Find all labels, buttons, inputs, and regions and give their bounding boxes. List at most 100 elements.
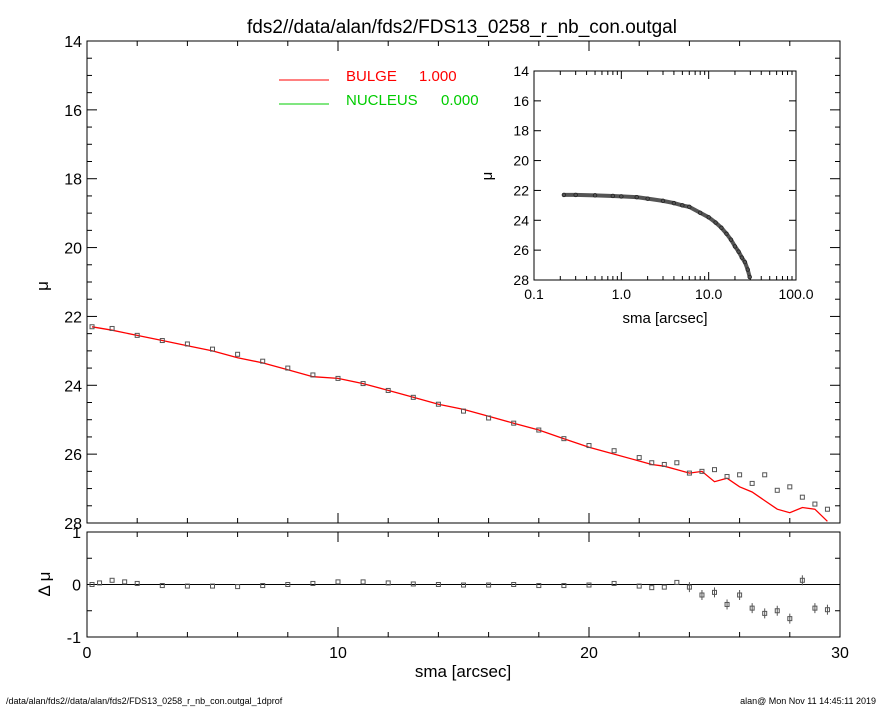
data-point xyxy=(787,484,793,490)
residual-point xyxy=(762,610,768,616)
main-y-tick-label: 24 xyxy=(64,378,82,395)
main-y-tick-label: 16 xyxy=(64,103,82,120)
data-point xyxy=(774,487,780,493)
inset-x-tick-label: 0.1 xyxy=(524,286,544,302)
inset-data-point xyxy=(736,249,741,254)
main-y-tick-label: 20 xyxy=(64,241,82,258)
inset-data-point xyxy=(745,267,750,272)
main-y-tick-label: 22 xyxy=(64,309,82,326)
data-point xyxy=(310,372,316,378)
residual-x-tick-label: 20 xyxy=(580,645,598,662)
residual-point xyxy=(536,583,542,589)
residual-y-tick-label: 0 xyxy=(72,578,81,595)
residual-point xyxy=(360,579,366,585)
data-point xyxy=(486,415,492,421)
inset-y-tick-label: 14 xyxy=(513,63,529,79)
data-point xyxy=(699,468,705,474)
residual-point xyxy=(184,583,190,589)
residual-point xyxy=(260,583,266,589)
residual-point xyxy=(774,608,780,614)
inset-data-point xyxy=(719,225,724,230)
data-point xyxy=(260,358,266,364)
inset-y-tick-label: 16 xyxy=(513,93,529,109)
data-point xyxy=(89,324,95,330)
residual-point xyxy=(335,579,341,585)
data-point xyxy=(586,443,592,449)
residual-point xyxy=(122,579,128,585)
inset-y-tick-label: 20 xyxy=(513,153,529,169)
residual-point xyxy=(310,580,316,586)
data-point xyxy=(824,506,830,512)
inset-data-point xyxy=(592,193,598,198)
data-point xyxy=(159,338,165,344)
data-point xyxy=(536,427,542,433)
residual-point xyxy=(410,581,416,587)
residual-point xyxy=(561,583,567,589)
inset-data-point xyxy=(561,192,567,198)
main-plot-marks xyxy=(89,324,830,522)
inset-data-point xyxy=(739,255,745,260)
inset-plot-frame xyxy=(533,70,797,281)
data-point xyxy=(737,472,743,478)
residual-point xyxy=(235,584,241,590)
inset-plot-marks xyxy=(561,192,752,280)
inset-profile-curve xyxy=(561,192,752,279)
data-point xyxy=(724,474,730,480)
data-point xyxy=(134,332,140,338)
inset-y-tick-label: 26 xyxy=(513,242,529,258)
residual-x-tick-label: 0 xyxy=(83,645,92,662)
inset-x-tick-label: 100.0 xyxy=(778,286,813,302)
main-axis-ticks: 14 16 18 20 22 24 26 28 xyxy=(64,34,841,533)
data-point xyxy=(360,381,366,387)
inset-data-point xyxy=(747,274,752,280)
data-point xyxy=(649,460,655,466)
residual-y-tick-label: 1 xyxy=(72,525,81,542)
data-point xyxy=(184,341,190,347)
inset-data-point xyxy=(634,194,639,200)
data-point xyxy=(109,325,115,331)
residual-point xyxy=(285,582,291,587)
inset-data-point xyxy=(680,203,685,208)
data-point xyxy=(611,448,617,454)
data-point xyxy=(762,472,768,478)
residual-point xyxy=(799,577,805,583)
data-point xyxy=(410,394,416,400)
residual-y-axis-label: Δ μ xyxy=(35,572,54,597)
inset-data-point xyxy=(724,231,729,236)
inset-data-point xyxy=(698,210,703,216)
inset-data-point xyxy=(671,200,677,206)
data-point xyxy=(561,436,567,442)
inset-data-point xyxy=(742,259,748,265)
residual-point xyxy=(636,583,642,589)
main-y-tick-label: 26 xyxy=(64,447,82,464)
inset-data-point xyxy=(732,244,738,249)
inset-data-point xyxy=(619,194,624,199)
inset-y-tick-label: 18 xyxy=(513,123,529,139)
data-point xyxy=(749,480,755,486)
data-point xyxy=(511,420,517,426)
data-point xyxy=(435,401,441,407)
residual-axis-ticks: 10-10 10 20 30 xyxy=(67,525,849,662)
data-point xyxy=(385,387,391,393)
data-point xyxy=(636,455,642,461)
inset-data-point xyxy=(728,237,734,242)
residual-point xyxy=(159,583,165,589)
residual-point xyxy=(824,607,830,613)
residual-point xyxy=(210,583,215,589)
data-point xyxy=(674,460,680,466)
inset-y-tick-label: 28 xyxy=(513,272,529,288)
footer-filepath: /data/alan/fds2//data/alan/fds2/FDS13_02… xyxy=(6,696,283,706)
residual-point xyxy=(686,584,692,590)
data-point xyxy=(335,375,341,381)
residual-point xyxy=(435,582,441,587)
main-y-tick-label: 14 xyxy=(64,34,82,51)
residual-y-tick-label: -1 xyxy=(67,630,81,647)
residual-point xyxy=(674,579,680,585)
residual-plot-marks xyxy=(89,575,830,624)
data-point xyxy=(210,346,215,352)
chart-title: fds2//data/alan/fds2/FDS13_0258_r_nb_con… xyxy=(247,17,677,38)
legend: BULGE 1.000 NUCLEUS 0.000 xyxy=(279,68,479,109)
data-point xyxy=(661,461,667,467)
inset-axis-ticks: 14 16 18 20 22 24 26 280.1 1.0 10.0 100.0 xyxy=(513,63,813,302)
residual-point xyxy=(511,582,517,587)
